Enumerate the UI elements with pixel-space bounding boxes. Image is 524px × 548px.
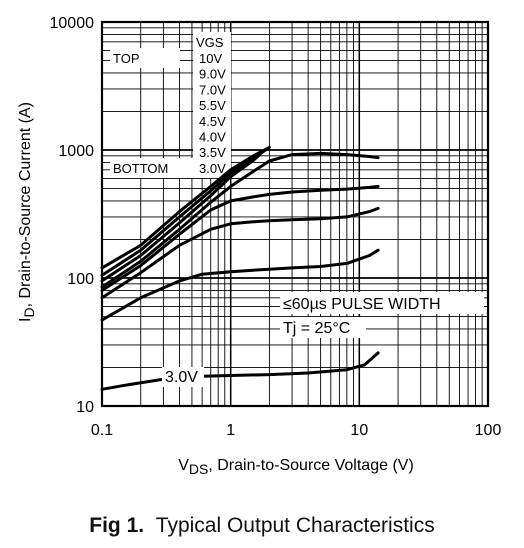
- legend-top-label: TOP: [113, 51, 140, 66]
- legend-entry: 4.0V: [199, 130, 226, 145]
- x-tick-label: 100: [475, 422, 502, 439]
- x-tick-label: 0.1: [91, 422, 113, 439]
- figure-caption: Fig 1. Typical Output Characteristics: [0, 514, 524, 538]
- temp-annotation-bg: [280, 317, 366, 338]
- legend-entry: 3.0V: [199, 161, 226, 176]
- figure-title: Typical Output Characteristics: [155, 514, 435, 537]
- plot-border: [100, 20, 490, 408]
- legend-bottom-label: BOTTOM: [113, 161, 168, 176]
- y-tick-label: 100: [67, 271, 94, 288]
- y-tick-label: 10: [76, 399, 94, 416]
- x-tick-label: 1: [226, 422, 235, 439]
- legend: TOP BOTTOM VGS: [113, 35, 224, 176]
- series-line-4: [100, 151, 380, 289]
- legend-bottom-bg: [110, 158, 204, 178]
- plot-frame: [100, 20, 490, 408]
- curve-label-bg: [162, 367, 204, 387]
- tick-labels: 0.1 1 10 100 10 100 1000 10000: [50, 15, 502, 439]
- y-tick-label: 1000: [58, 143, 94, 160]
- figure-number: Fig 1.: [89, 514, 145, 537]
- legend-entry: 9.0V: [199, 67, 226, 82]
- legend-header: VGS: [196, 35, 224, 50]
- pulse-annotation: ≤60µs PULSE WIDTH: [283, 296, 441, 313]
- axis-labels: VDS, Drain-to-Source Voltage (V) ID, Dra…: [17, 102, 414, 477]
- legend-entry: 3.5V: [199, 145, 226, 160]
- series-line-1: [100, 145, 271, 270]
- legend-entry: 7.0V: [199, 82, 226, 97]
- x-axis-label: VDS, Drain-to-Source Voltage (V): [178, 457, 414, 477]
- series-line-5: [100, 184, 380, 292]
- y-tick-label: 10000: [50, 15, 95, 32]
- temp-annotation: Tj = 25°C: [283, 320, 350, 337]
- series-line-3: [100, 149, 265, 283]
- curve-label: 3.0V: [165, 369, 198, 386]
- legend-values-bg: [193, 32, 231, 178]
- chart-series-group: [100, 145, 380, 391]
- pulse-annotation-bg: [280, 292, 484, 314]
- legend-top-bg: [110, 48, 180, 68]
- series-line-7: [100, 248, 380, 322]
- legend-entry: 5.5V: [199, 98, 226, 113]
- chart-grid: [101, 21, 489, 407]
- y-axis-label: ID, Drain-to-Source Current (A): [17, 102, 37, 322]
- annotations: ≤60µs PULSE WIDTH Tj = 25°C 3.0V: [162, 292, 484, 387]
- series-line-8: [100, 351, 380, 391]
- legend-entry: 4.5V: [199, 114, 226, 129]
- series-line-6: [100, 206, 380, 300]
- x-tick-label: 10: [350, 422, 368, 439]
- legend-entry: 10V: [199, 51, 222, 66]
